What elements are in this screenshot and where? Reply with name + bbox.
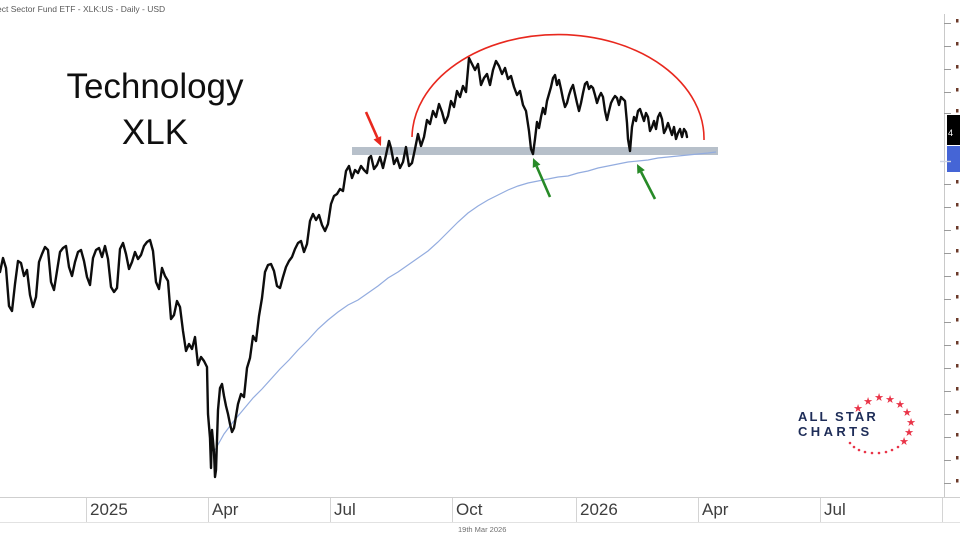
logo-star: ★ (863, 395, 873, 408)
price-level-box (947, 146, 960, 172)
cropped-price-label (956, 203, 959, 207)
green-arrow-annotation-1 (532, 158, 552, 198)
logo-star: ★ (904, 426, 914, 439)
allstarcharts-logo: ALL STAR CHARTS (798, 409, 878, 439)
date-axis-label: Jul (824, 500, 846, 519)
cropped-price-label (956, 19, 959, 23)
date-axis-label: Oct (456, 500, 483, 519)
date-axis[interactable]: 2025 Apr Jul Oct 2026 Apr Jul (0, 497, 960, 523)
cropped-price-label (956, 387, 959, 391)
cropped-price-label (956, 226, 959, 230)
date-axis-separator (576, 498, 577, 522)
chart-title-line2: XLK (121, 113, 189, 152)
logo-text-line2: CHARTS (798, 424, 873, 439)
chart-title: Technology XLK (40, 64, 270, 156)
cropped-price-label (956, 249, 959, 253)
date-axis-label: 2026 (580, 500, 618, 519)
moving-average-line (214, 151, 717, 451)
instrument-label: ect Sector Fund ETF - XLK:US - Daily - U… (0, 4, 166, 14)
date-axis-label: 2025 (90, 500, 128, 519)
date-axis-label: Apr (212, 500, 239, 519)
date-axis-separator (452, 498, 453, 522)
logo-star-dot (877, 451, 881, 455)
last-price-fragment: 4 (948, 128, 953, 138)
logo-star-dot (890, 448, 894, 452)
green-arrow-annotation-2 (637, 164, 657, 200)
logo-star-dot (870, 451, 874, 455)
logo-star-dot (848, 441, 852, 445)
chart-title-line1: Technology (66, 67, 244, 106)
logo-star: ★ (885, 393, 895, 406)
date-axis-separator (330, 498, 331, 522)
cropped-price-label (956, 456, 959, 460)
cropped-price-label (956, 109, 959, 113)
support-level-bar (352, 147, 718, 155)
last-price-box (947, 115, 960, 145)
logo-star: ★ (902, 406, 912, 419)
cropped-price-label (956, 272, 959, 276)
date-axis-separator (86, 498, 87, 522)
cropped-price-label (956, 42, 959, 46)
cropped-price-label (956, 433, 959, 437)
chart-date-note: 19th Mar 2026 (458, 525, 507, 534)
logo-star: ★ (895, 398, 905, 411)
price-series (0, 56, 717, 479)
cropped-price-label (956, 180, 959, 184)
analyst-annotations (364, 33, 705, 200)
date-axis-label: Apr (702, 500, 729, 519)
cropped-price-label (956, 65, 959, 69)
cropped-price-label (956, 295, 959, 299)
logo-star: ★ (899, 435, 909, 448)
logo-star-dot (896, 445, 900, 449)
price-axis[interactable]: 4 (940, 14, 960, 497)
logo-star: ★ (906, 416, 916, 429)
logo-star: ★ (874, 391, 884, 404)
cropped-price-label (956, 479, 959, 483)
logo-star-dot (852, 445, 856, 449)
date-axis-separator (820, 498, 821, 522)
logo-star-dot (857, 448, 861, 452)
cropped-price-label (956, 341, 959, 345)
logo-star-dot (863, 450, 867, 454)
logo-star: ★ (853, 402, 863, 415)
logo-stars-icon: ★★ ★ ★ ★★★★★ (848, 391, 916, 455)
date-axis-label: Jul (334, 500, 356, 519)
date-axis-separator (698, 498, 699, 522)
logo-text-line1: ALL STAR (798, 409, 878, 424)
cropped-price-label (956, 318, 959, 322)
cropped-price-label (956, 364, 959, 368)
price-line (0, 56, 689, 479)
date-axis-separator (942, 498, 943, 522)
cropped-price-label (956, 410, 959, 414)
red-arrow-annotation (364, 111, 382, 146)
topping-arc-annotation (411, 33, 705, 141)
logo-star-dot (884, 450, 888, 454)
support-bar (352, 147, 718, 155)
date-axis-separator (208, 498, 209, 522)
cropped-price-label (956, 88, 959, 92)
